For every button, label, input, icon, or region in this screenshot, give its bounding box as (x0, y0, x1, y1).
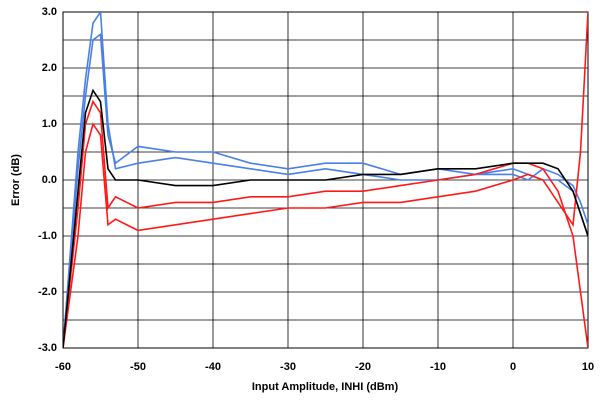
x-tick-label: 0 (510, 361, 516, 373)
x-tick-label: -10 (430, 361, 446, 373)
y-tick-label: 2.0 (42, 62, 57, 74)
y-tick-label: 0.0 (42, 174, 57, 186)
x-tick-label: -60 (55, 361, 71, 373)
y-tick-label: 3.0 (42, 6, 57, 18)
x-tick-label: -20 (355, 361, 371, 373)
data-line (63, 32, 588, 348)
x-axis-title: Input Amplitude, INHI (dBm) (252, 381, 399, 393)
data-line (63, 12, 588, 348)
y-tick-label: 1.0 (42, 118, 57, 130)
x-tick-label: -30 (280, 361, 296, 373)
y-tick-label: -3.0 (38, 342, 57, 354)
data-line (63, 99, 588, 348)
y-axis-title: Error (dB) (10, 154, 22, 206)
x-tick-label: 10 (582, 361, 594, 373)
data-line (63, 12, 588, 348)
y-tick-label: -1.0 (38, 230, 57, 242)
plot-frame (62, 11, 589, 349)
data-line (63, 88, 588, 348)
x-tick-label: -40 (205, 361, 221, 373)
x-tick-label: -50 (130, 361, 146, 373)
y-tick-label: -2.0 (38, 286, 57, 298)
